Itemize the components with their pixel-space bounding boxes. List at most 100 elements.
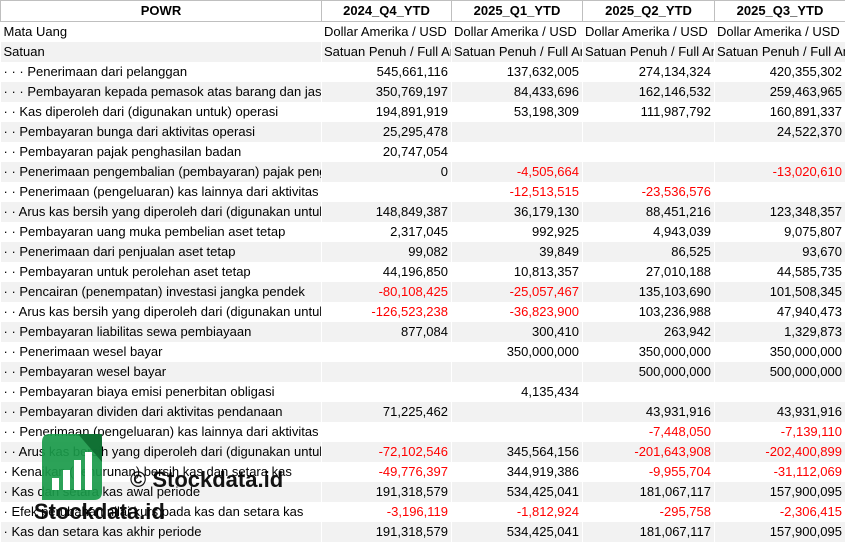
table-cell: 24,522,370 [715, 122, 845, 142]
row-label: · Kas dan setara kas akhir periode [1, 522, 322, 542]
table-cell: 420,355,302 [715, 62, 845, 82]
table-cell: 191,318,579 [322, 522, 452, 542]
table-row: · · Pembayaran dividen dari aktivitas pe… [1, 402, 845, 422]
table-row: · Kenaikan (penurunan) bersih kas dan se… [1, 462, 845, 482]
header-row: POWR 2024_Q4_YTD 2025_Q1_YTD 2025_Q2_YTD… [1, 1, 845, 22]
table-cell: -7,448,050 [583, 422, 715, 442]
table-cell: 534,425,041 [452, 522, 583, 542]
table-cell: 27,010,188 [583, 262, 715, 282]
row-label: · · Penerimaan (pengeluaran) kas lainnya… [1, 182, 322, 202]
table-cell: 148,849,387 [322, 202, 452, 222]
table-cell: -25,057,467 [452, 282, 583, 302]
ticker-header[interactable]: POWR [1, 1, 322, 22]
column-header[interactable]: 2025_Q3_YTD [715, 1, 845, 22]
table-cell: Satuan Penuh / Full Amount [715, 42, 845, 62]
row-label: Satuan [1, 42, 322, 62]
table-cell: 135,103,690 [583, 282, 715, 302]
row-label: · · Pembayaran uang muka pembelian aset … [1, 222, 322, 242]
table-cell: 992,925 [452, 222, 583, 242]
table-cell: 103,236,988 [583, 302, 715, 322]
table-cell: 25,295,478 [322, 122, 452, 142]
row-label: · · Penerimaan (pengeluaran) kas lainnya… [1, 422, 322, 442]
table-cell: 44,585,735 [715, 262, 845, 282]
table-cell: 344,919,386 [452, 462, 583, 482]
table-cell: 160,891,337 [715, 102, 845, 122]
table-cell: -2,306,415 [715, 502, 845, 522]
table-cell: -31,112,069 [715, 462, 845, 482]
table-row: · · Arus kas bersih yang diperoleh dari … [1, 202, 845, 222]
table-cell: -3,196,119 [322, 502, 452, 522]
table-row: · · Pembayaran untuk perolehan aset teta… [1, 262, 845, 282]
table-row: · · Pembayaran liabilitas sewa pembiayaa… [1, 322, 845, 342]
row-label: · · Pembayaran wesel bayar [1, 362, 322, 382]
table-cell [322, 182, 452, 202]
table-cell: 9,075,807 [715, 222, 845, 242]
table-cell: 500,000,000 [715, 362, 845, 382]
table-cell: 93,670 [715, 242, 845, 262]
row-label: · Efek perubahan nilai kurs pada kas dan… [1, 502, 322, 522]
table-cell: Dollar Amerika / USD [715, 22, 845, 43]
table-row: · · Penerimaan dari penjualan aset tetap… [1, 242, 845, 262]
column-header[interactable]: 2025_Q1_YTD [452, 1, 583, 22]
table-cell: 162,146,532 [583, 82, 715, 102]
row-label: · · Pembayaran biaya emisi penerbitan ob… [1, 382, 322, 402]
table-cell: -295,758 [583, 502, 715, 522]
row-label: · · Pembayaran untuk perolehan aset teta… [1, 262, 322, 282]
row-label: · · · Penerimaan dari pelanggan [1, 62, 322, 82]
table-row: · · Pencairan (penempatan) investasi jan… [1, 282, 845, 302]
row-label: · · · Pembayaran kepada pemasok atas bar… [1, 82, 322, 102]
table-cell: 99,082 [322, 242, 452, 262]
table-cell [583, 122, 715, 142]
column-header[interactable]: 2025_Q2_YTD [583, 1, 715, 22]
table-cell [583, 162, 715, 182]
row-label: · · Arus kas bersih yang diperoleh dari … [1, 302, 322, 322]
table-cell: 350,000,000 [452, 342, 583, 362]
table-row: · · Pembayaran uang muka pembelian aset … [1, 222, 845, 242]
table-cell: -1,812,924 [452, 502, 583, 522]
table-cell: -7,139,110 [715, 422, 845, 442]
row-label: · · Arus kas bersih yang diperoleh dari … [1, 202, 322, 222]
table-cell [452, 142, 583, 162]
table-cell: 877,084 [322, 322, 452, 342]
table-cell: 157,900,095 [715, 482, 845, 502]
table-cell: -36,823,900 [452, 302, 583, 322]
table-cell [583, 382, 715, 402]
table-cell: -72,102,546 [322, 442, 452, 462]
table-cell [452, 422, 583, 442]
table-cell: 274,134,324 [583, 62, 715, 82]
table-cell: 137,632,005 [452, 62, 583, 82]
table-cell: -202,400,899 [715, 442, 845, 462]
table-cell: 84,433,696 [452, 82, 583, 102]
row-label: · · Penerimaan wesel bayar [1, 342, 322, 362]
row-label: · Kas dan setara kas awal periode [1, 482, 322, 502]
table-cell: 71,225,462 [322, 402, 452, 422]
table-cell: 181,067,117 [583, 522, 715, 542]
table-cell: 2,317,045 [322, 222, 452, 242]
table-cell: -9,955,704 [583, 462, 715, 482]
table-cell: 350,769,197 [322, 82, 452, 102]
table-cell: 181,067,117 [583, 482, 715, 502]
column-header[interactable]: 2024_Q4_YTD [322, 1, 452, 22]
table-cell: 4,135,434 [452, 382, 583, 402]
table-cell: -12,513,515 [452, 182, 583, 202]
table-cell: Dollar Amerika / USD [583, 22, 715, 43]
table-row: · · Pembayaran bunga dari aktivitas oper… [1, 122, 845, 142]
table-cell: 36,179,130 [452, 202, 583, 222]
table-row: · · Arus kas bersih yang diperoleh dari … [1, 442, 845, 462]
table-cell [715, 382, 845, 402]
table-cell: 500,000,000 [583, 362, 715, 382]
table-cell [715, 182, 845, 202]
table-cell: 123,348,357 [715, 202, 845, 222]
table-cell: -201,643,908 [583, 442, 715, 462]
table-cell: 101,508,345 [715, 282, 845, 302]
table-row: · · Penerimaan (pengeluaran) kas lainnya… [1, 182, 845, 202]
table-row: · · Penerimaan pengembalian (pembayaran)… [1, 162, 845, 182]
table-cell: 20,747,054 [322, 142, 452, 162]
